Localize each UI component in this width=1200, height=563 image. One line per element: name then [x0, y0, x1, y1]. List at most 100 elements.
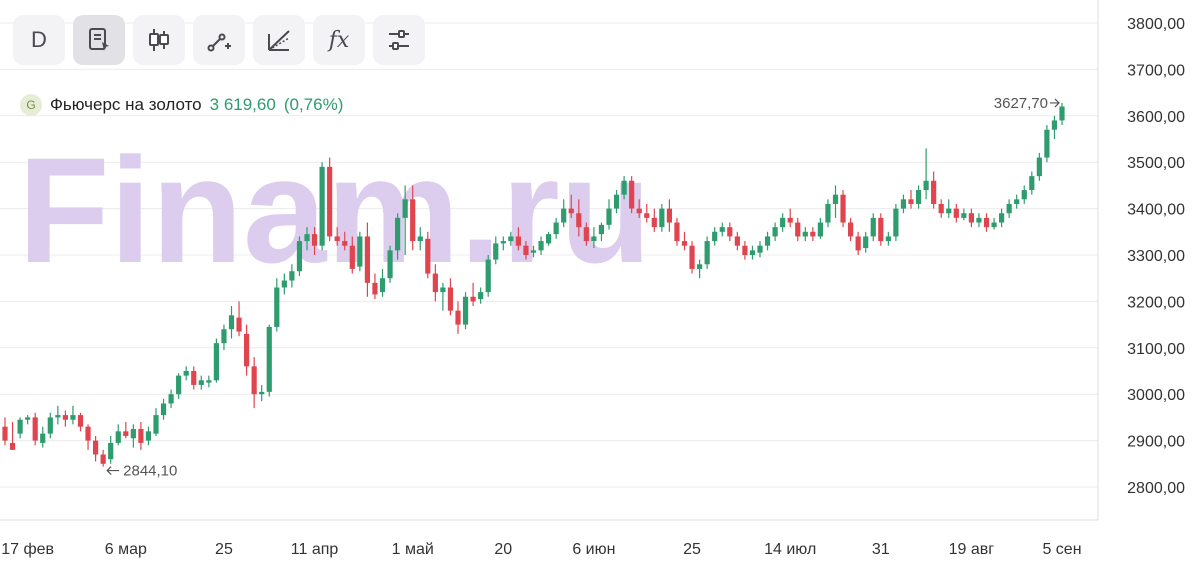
candle-body [1044, 129, 1050, 158]
drawing-button[interactable] [193, 15, 245, 65]
candle-body [62, 415, 68, 420]
candle-body [289, 271, 295, 281]
x-tick-label: 11 апр [291, 541, 339, 558]
candle-body [749, 250, 756, 255]
candle-body [561, 208, 567, 223]
candles-icon [149, 29, 169, 51]
period-button[interactable]: D [13, 15, 65, 65]
candle-body [493, 243, 499, 260]
candle-body [191, 371, 197, 385]
candle-body [976, 217, 982, 223]
candle-body [629, 180, 635, 209]
candle-body [304, 234, 310, 242]
candle-body [817, 222, 823, 237]
candle-body [953, 208, 959, 218]
notes-icon [89, 28, 109, 51]
candle-body [198, 380, 204, 385]
fib-button[interactable] [253, 15, 305, 65]
candle-body [432, 273, 438, 293]
watermark: Finam.ru [18, 126, 651, 294]
x-tick-label: 25 [683, 541, 701, 558]
candle-body [274, 287, 280, 327]
candle-body [349, 245, 355, 269]
settings-button[interactable] [373, 15, 425, 65]
y-tick-label: 3600,00 [1127, 109, 1185, 126]
candle-body [1029, 176, 1035, 191]
candle-body [100, 454, 106, 464]
candle-body [387, 250, 393, 279]
high-annotation: 3627,70 [994, 95, 1048, 112]
candle-body [825, 203, 831, 223]
candle-body [123, 431, 129, 436]
x-tick-label: 14 июл [764, 541, 816, 558]
candle-body [259, 391, 265, 395]
notes-button[interactable] [73, 15, 125, 65]
candle-body [515, 236, 521, 246]
candle-body [440, 287, 446, 293]
candle-body [311, 234, 318, 246]
candle-body [583, 227, 589, 242]
candle-body [138, 429, 144, 443]
candle-body [546, 234, 552, 244]
candle-body [923, 180, 929, 191]
instrument-price: 3 619,60 [209, 95, 276, 114]
indicators-button[interactable]: fx [313, 15, 365, 65]
candle-body [2, 426, 8, 441]
candle-body [379, 278, 386, 293]
candle-body [334, 236, 340, 242]
candle-body [787, 217, 793, 223]
fx-icon: fx [328, 27, 350, 53]
candle-body [908, 199, 914, 204]
candle-body [455, 310, 461, 325]
candle-body [17, 419, 23, 434]
candle-body [25, 417, 31, 420]
candle-body [32, 417, 38, 441]
low-annotation: 2844,10 [123, 463, 177, 480]
candle-body [93, 440, 99, 455]
x-tick-label: 20 [494, 541, 512, 558]
x-tick-label: 6 мар [105, 541, 147, 558]
candle-body [364, 236, 370, 283]
sliders-icon [389, 30, 409, 50]
candle-body [485, 259, 491, 293]
candle-body [961, 213, 967, 218]
candle-body [70, 415, 76, 420]
candle-body [1006, 203, 1012, 214]
candle-body [742, 245, 748, 255]
candle-body [108, 442, 114, 460]
candle-body [855, 236, 861, 251]
candle-body [530, 250, 537, 253]
candle-body [802, 231, 808, 237]
fan-icon [268, 30, 290, 51]
candle-body [327, 166, 333, 237]
chart-type-button[interactable] [133, 15, 185, 65]
y-tick-label: 3700,00 [1127, 62, 1185, 79]
candle-body [168, 394, 174, 404]
x-tick-label: 6 июн [572, 541, 615, 558]
candle-body [47, 417, 53, 434]
candle-body [968, 213, 974, 223]
trendline-icon [207, 33, 231, 52]
candle-body [402, 199, 408, 218]
candle-body [1036, 157, 1042, 177]
candle-body [764, 236, 771, 246]
high-arrow [1050, 98, 1060, 108]
candle-body [145, 431, 152, 441]
candle-body [296, 241, 303, 272]
candle-body [848, 222, 854, 237]
x-tick-label: 17 фев [1, 541, 54, 558]
candle-body [417, 236, 423, 242]
candle-body [651, 217, 657, 228]
candle-body [538, 241, 544, 251]
candle-body [77, 415, 84, 427]
candle-body [613, 194, 620, 209]
candle-body [621, 180, 627, 195]
y-tick-label: 3400,00 [1127, 202, 1185, 219]
candle-body [228, 315, 235, 330]
candle-body [85, 426, 91, 441]
x-tick-label: 1 май [392, 541, 434, 558]
candle-body [719, 227, 725, 232]
candle-body [1014, 199, 1020, 204]
candle-body [915, 190, 922, 204]
